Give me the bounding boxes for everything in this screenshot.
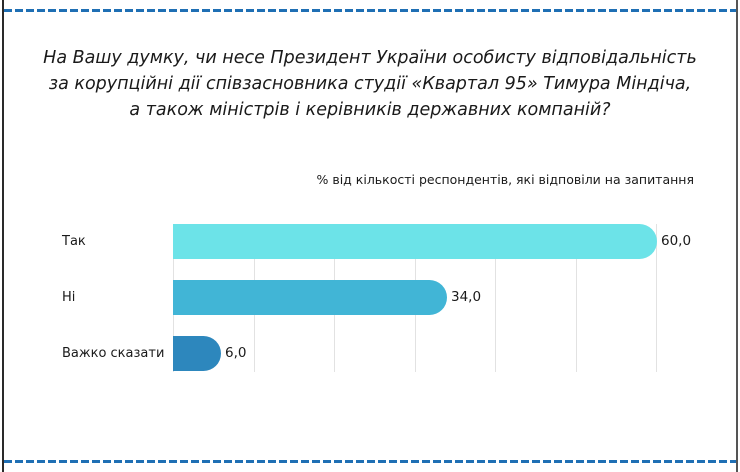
value-label-yes: 60,0 bbox=[661, 233, 692, 249]
frame-left-border bbox=[2, 0, 4, 472]
gridline-60 bbox=[656, 224, 657, 372]
gridline-40 bbox=[495, 224, 496, 372]
gridline-50 bbox=[576, 224, 577, 372]
title-line-1: На Вашу думку, чи несе Президент України… bbox=[43, 48, 697, 68]
title-line-3: а також міністрів і керівників державних… bbox=[129, 100, 611, 120]
category-label-hard-to-say: Важко сказати bbox=[62, 346, 165, 361]
frame-right-border bbox=[736, 0, 738, 472]
bar-no bbox=[173, 280, 447, 315]
value-label-no: 34,0 bbox=[451, 289, 482, 305]
bar-yes bbox=[173, 224, 657, 259]
bottom-dashed-divider bbox=[4, 460, 736, 463]
value-label-hard-to-say: 6,0 bbox=[225, 345, 247, 361]
category-label-no: Ні bbox=[62, 290, 76, 305]
chart-subtitle: % від кількості респондентів, які відпов… bbox=[316, 172, 694, 187]
category-label-yes: Так bbox=[62, 234, 86, 249]
top-dashed-divider bbox=[4, 9, 736, 12]
chart-title: На Вашу думку, чи несе Президент України… bbox=[30, 45, 710, 123]
title-line-2: за корупційні дії співзасновника студії … bbox=[48, 74, 692, 94]
bar-hard-to-say bbox=[173, 336, 221, 371]
